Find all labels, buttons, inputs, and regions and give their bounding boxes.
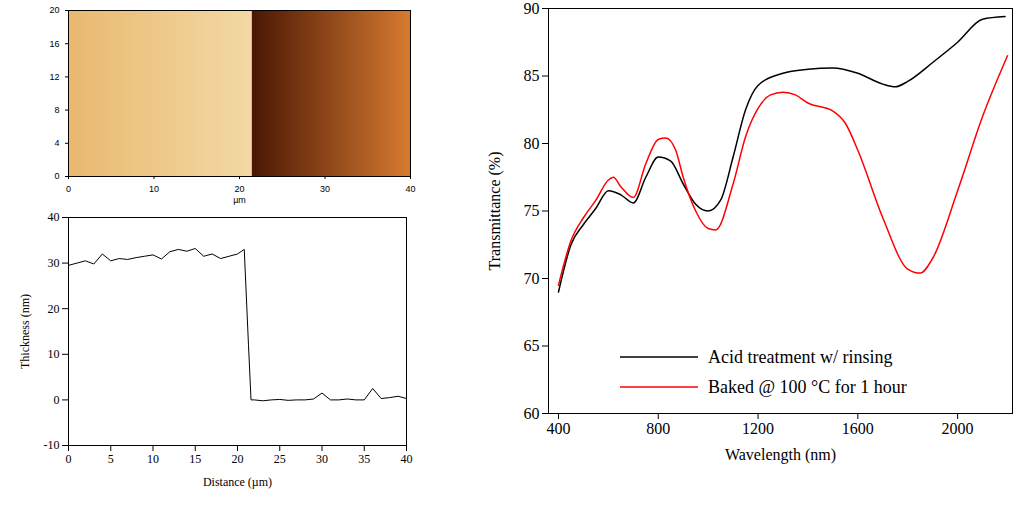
svg-text:85: 85 bbox=[524, 67, 540, 84]
svg-text:30: 30 bbox=[316, 452, 328, 466]
svg-text:0: 0 bbox=[66, 184, 71, 194]
svg-text:70: 70 bbox=[524, 270, 540, 287]
svg-text:20: 20 bbox=[49, 5, 59, 15]
svg-text:Distance (µm): Distance (µm) bbox=[203, 475, 272, 489]
svg-text:4: 4 bbox=[54, 138, 59, 148]
svg-text:20: 20 bbox=[234, 184, 244, 194]
svg-text:65: 65 bbox=[524, 337, 540, 354]
svg-text:75: 75 bbox=[524, 202, 540, 219]
svg-text:0: 0 bbox=[54, 171, 59, 181]
svg-text:Transmittance (%): Transmittance (%) bbox=[486, 152, 504, 271]
svg-text:2000: 2000 bbox=[942, 420, 974, 437]
svg-text:Wavelength (nm): Wavelength (nm) bbox=[725, 446, 836, 464]
svg-text:20: 20 bbox=[48, 302, 60, 316]
svg-text:10: 10 bbox=[48, 347, 60, 361]
html-text:Acid treatment w/ rinsing: Acid treatment w/ rinsing bbox=[708, 346, 893, 367]
svg-text:0: 0 bbox=[54, 393, 60, 407]
svg-text:10: 10 bbox=[149, 184, 159, 194]
svg-text:0: 0 bbox=[66, 452, 72, 466]
svg-text:30: 30 bbox=[48, 256, 60, 270]
svg-text:10: 10 bbox=[147, 452, 159, 466]
svg-text:5: 5 bbox=[108, 452, 114, 466]
svg-text:25: 25 bbox=[274, 452, 286, 466]
html-text:Baked @ 100 °C for 1 hour: Baked @ 100 °C for 1 hour bbox=[708, 376, 907, 397]
svg-text:80: 80 bbox=[524, 135, 540, 152]
svg-text:Thickness (nm): Thickness (nm) bbox=[18, 294, 32, 369]
svg-text:20: 20 bbox=[232, 452, 244, 466]
svg-text:60: 60 bbox=[524, 405, 540, 422]
svg-text:1200: 1200 bbox=[742, 420, 774, 437]
svg-text:30: 30 bbox=[320, 184, 330, 194]
svg-text:800: 800 bbox=[646, 420, 670, 437]
svg-text:16: 16 bbox=[49, 39, 59, 49]
svg-text:8: 8 bbox=[54, 105, 59, 115]
svg-text:40: 40 bbox=[401, 452, 413, 466]
svg-text:35: 35 bbox=[358, 452, 370, 466]
svg-text:1600: 1600 bbox=[842, 420, 874, 437]
svg-text:-10: -10 bbox=[44, 438, 60, 452]
svg-text:400: 400 bbox=[546, 420, 570, 437]
svg-text:12: 12 bbox=[49, 72, 59, 82]
svg-text:40: 40 bbox=[48, 210, 60, 224]
svg-text:40: 40 bbox=[405, 184, 415, 194]
svg-text:µm: µm bbox=[233, 195, 246, 205]
svg-text:15: 15 bbox=[189, 452, 201, 466]
svg-text:90: 90 bbox=[524, 0, 540, 17]
